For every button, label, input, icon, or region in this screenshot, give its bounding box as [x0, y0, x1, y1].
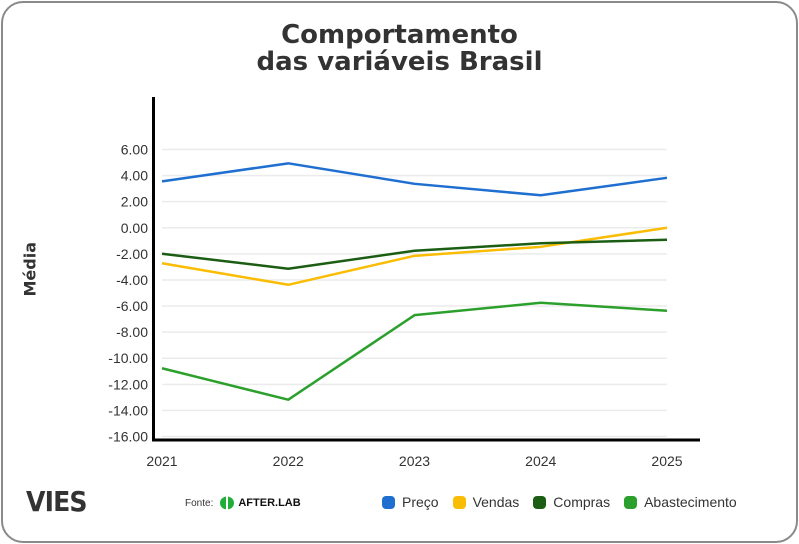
- chart-title: Comportamento das variáveis Brasil: [0, 22, 799, 76]
- legend: Preço Vendas Compras Abastecimento: [382, 494, 737, 510]
- series-line-preço: [161, 162, 668, 197]
- source: Fonte: AFTER.LAB: [185, 496, 301, 510]
- y-tick-label: 0.00: [121, 220, 148, 236]
- y-tick-label: -4.00: [116, 272, 148, 288]
- y-tick-label: -16.00: [108, 429, 148, 445]
- legend-item[interactable]: Preço: [382, 494, 439, 510]
- legend-swatch: [382, 495, 395, 509]
- afterlab-leaf-icon: [220, 496, 235, 510]
- y-tick-label: -10.00: [108, 350, 148, 366]
- x-tick-label: 2025: [651, 453, 682, 469]
- legend-label: Preço: [402, 494, 439, 510]
- afterlab-logo: AFTER.LAB: [219, 496, 301, 510]
- legend-swatch: [624, 495, 638, 509]
- legend-item[interactable]: Compras: [533, 494, 610, 510]
- x-tick-label: 2024: [525, 453, 556, 469]
- legend-item[interactable]: Vendas: [452, 494, 520, 510]
- series-line-abastecimento: [161, 301, 668, 401]
- y-tick-label: -12.00: [108, 376, 148, 392]
- vies-logo: VIES: [26, 485, 88, 518]
- y-tick-label: 2.00: [121, 194, 148, 210]
- y-tick-label: -14.00: [108, 402, 148, 418]
- x-tick-label: 2022: [273, 453, 304, 469]
- x-tick-label: 2021: [146, 453, 177, 469]
- title-line-1: Comportamento: [281, 20, 518, 50]
- source-name: AFTER.LAB: [238, 497, 301, 509]
- x-tick-label: 2023: [399, 453, 430, 469]
- legend-label: Compras: [553, 494, 611, 510]
- legend-label: Abastecimento: [644, 494, 737, 510]
- y-tick-label: -6.00: [116, 298, 148, 314]
- y-tick-label: -8.00: [116, 324, 148, 340]
- y-tick-label: 6.00: [121, 142, 148, 158]
- source-label: Fonte:: [185, 497, 214, 509]
- y-tick-label: -2.00: [116, 246, 148, 262]
- legend-swatch: [533, 495, 547, 509]
- legend-item[interactable]: Abastecimento: [624, 494, 737, 510]
- series-line-vendas: [161, 226, 668, 287]
- title-line-2: das variáveis Brasil: [256, 47, 543, 77]
- legend-label: Vendas: [472, 494, 520, 510]
- y-tick-label: 4.00: [121, 168, 148, 184]
- legend-swatch: [452, 495, 466, 509]
